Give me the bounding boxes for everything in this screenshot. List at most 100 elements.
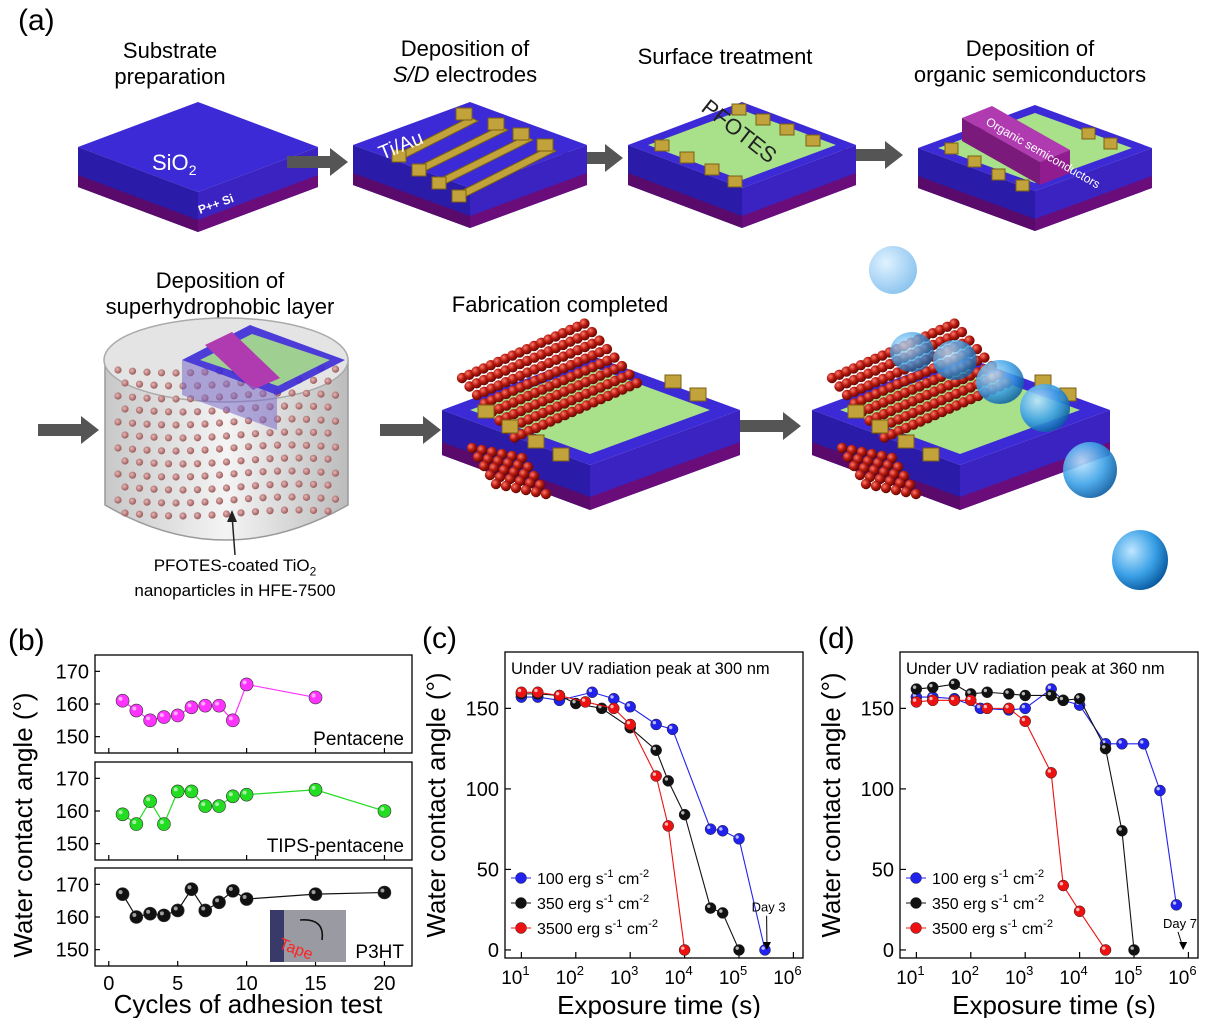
xlabel: Exposure time (s) xyxy=(557,990,761,1018)
data-point xyxy=(650,770,662,782)
data-point xyxy=(927,681,939,694)
data-point xyxy=(662,820,674,832)
droplet-device xyxy=(812,318,1110,510)
legend-label: 3500 erg s-1 cm-2 xyxy=(932,918,1053,938)
b-ytick-label: 160 xyxy=(56,694,89,716)
uv300-chart: Under UV radiation peak at 300 nm Water c… xyxy=(421,651,804,1018)
data-point xyxy=(157,817,171,831)
data-point xyxy=(308,782,323,797)
data-point xyxy=(212,895,226,910)
adhesion-test-chart: Water contact angle (°) Cycles of adhesi… xyxy=(8,654,413,1018)
panel-d-letter: (d) xyxy=(818,622,855,655)
series-2 xyxy=(910,694,1112,956)
chart-title: Under UV radiation peak at 300 nm xyxy=(511,660,770,678)
data-point xyxy=(377,885,392,900)
data-point xyxy=(212,799,226,813)
data-point xyxy=(553,689,566,702)
b-xtick-label: 5 xyxy=(172,973,183,995)
data-point xyxy=(226,713,240,728)
completed-device xyxy=(442,318,740,510)
data-point xyxy=(170,708,185,723)
data-point xyxy=(624,701,636,713)
data-point xyxy=(239,892,254,906)
data-point xyxy=(184,784,199,799)
xlabel: Exposure time (s) xyxy=(952,990,1156,1018)
data-point xyxy=(198,903,213,918)
subplot-tips-pentacene: 150 160 170 TIPS-pentacene xyxy=(56,761,413,861)
xtick-label: 101 xyxy=(501,963,529,989)
data-point xyxy=(650,744,662,756)
data-point xyxy=(377,804,392,818)
legend-label: 350 erg s-1 cm-2 xyxy=(932,893,1044,913)
legend-label: 100 erg s-1 cm-2 xyxy=(537,868,649,888)
data-point xyxy=(308,887,323,901)
data-point xyxy=(1003,688,1015,700)
data-point xyxy=(1019,702,1031,715)
data-point xyxy=(662,775,674,787)
tape-inset-photo: Tape xyxy=(270,910,346,964)
ytick-label: 150 xyxy=(466,698,499,720)
data-point xyxy=(678,808,691,821)
data-point xyxy=(1019,715,1031,728)
b-ytick-label: 150 xyxy=(56,940,89,962)
xtick-label: 102 xyxy=(556,963,584,989)
data-point xyxy=(650,718,662,731)
data-point xyxy=(910,683,923,695)
xtick-label: 104 xyxy=(1059,963,1087,989)
b-ytick-label: 160 xyxy=(56,907,89,929)
xtick-label: 106 xyxy=(773,963,801,989)
subplot-pentacene: 150 160 170 Pentacene xyxy=(56,654,413,754)
ylabel: Water contact angle (°) xyxy=(816,672,846,937)
b-ytick-label: 170 xyxy=(56,874,89,896)
beaker-with-nanoparticles xyxy=(103,317,349,541)
data-point xyxy=(143,713,157,728)
step-1-label: Substrate preparation xyxy=(114,38,226,89)
chart-title: Under UV radiation peak at 360 nm xyxy=(906,660,1165,678)
data-point xyxy=(532,686,544,699)
ytick-label: 50 xyxy=(477,859,499,881)
water-droplets xyxy=(869,246,1168,590)
series-1 xyxy=(910,678,1140,956)
data-point xyxy=(157,908,171,923)
b-ytick-label: 150 xyxy=(56,834,89,856)
electrode-device xyxy=(353,102,587,228)
data-point xyxy=(212,698,226,713)
ytick-label: 150 xyxy=(861,698,894,720)
step-3-label: Surface treatment xyxy=(637,44,813,69)
data-point xyxy=(981,686,993,699)
data-point xyxy=(666,723,679,736)
xtick-label: 103 xyxy=(1005,963,1033,989)
data-point xyxy=(927,694,939,707)
xtick-label: 105 xyxy=(719,963,747,989)
legend-label: 100 erg s-1 cm-2 xyxy=(932,868,1044,888)
data-point xyxy=(308,690,323,705)
data-point xyxy=(157,710,171,724)
pfotes-device xyxy=(628,102,856,228)
data-point xyxy=(184,882,199,897)
data-point xyxy=(624,718,636,731)
data-point xyxy=(184,700,199,715)
data-point xyxy=(226,884,240,898)
panel-c-letter: (c) xyxy=(422,622,457,655)
xtick-label: 103 xyxy=(610,963,638,989)
ytick-label: 100 xyxy=(861,779,894,801)
data-point xyxy=(1057,879,1069,892)
b-ytick-label: 170 xyxy=(56,768,89,790)
series-name: Pentacene xyxy=(313,729,404,750)
data-point xyxy=(143,794,157,808)
data-point xyxy=(678,944,691,956)
ytick-label: 50 xyxy=(872,859,894,881)
step-4-label: Deposition of organic semiconductors xyxy=(913,36,1147,87)
substrate-device xyxy=(78,102,318,232)
series-2 xyxy=(515,686,691,956)
b-xtick-label: 10 xyxy=(235,973,257,995)
legend-label: 3500 erg s-1 cm-2 xyxy=(537,918,658,938)
data-point xyxy=(239,677,254,692)
data-point xyxy=(1128,944,1140,956)
data-point xyxy=(1099,944,1112,956)
data-point xyxy=(115,807,130,822)
data-point xyxy=(579,696,592,708)
data-point xyxy=(198,799,213,813)
data-point xyxy=(716,825,729,837)
data-point xyxy=(170,903,185,918)
